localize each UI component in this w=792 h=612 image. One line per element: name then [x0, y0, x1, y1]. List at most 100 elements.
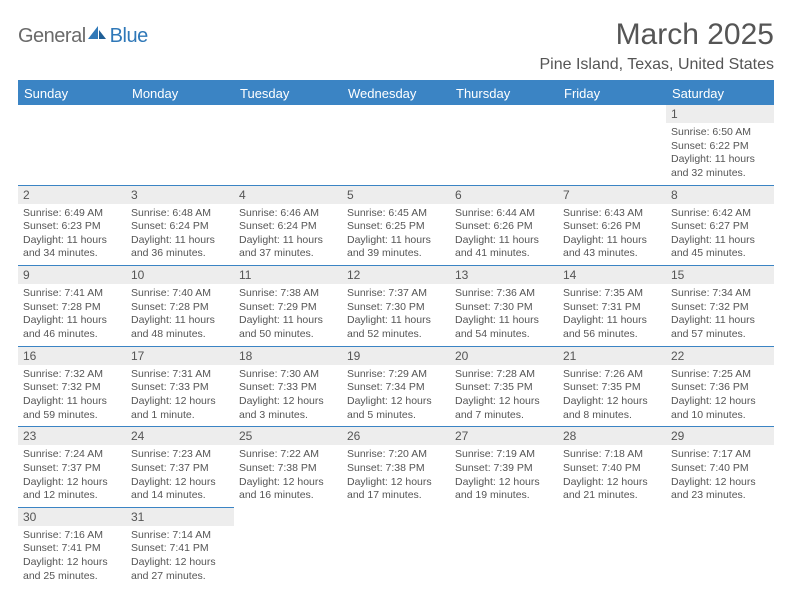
daylight-line: Daylight: 11 hours and 43 minutes. — [563, 234, 661, 261]
sunset-line: Sunset: 7:29 PM — [239, 301, 337, 315]
sunrise-line: Sunrise: 7:38 AM — [239, 287, 337, 301]
logo-text-blue: Blue — [110, 25, 148, 48]
dayname-fri: Friday — [558, 82, 666, 105]
sunset-line: Sunset: 6:27 PM — [671, 220, 769, 234]
day-body: Sunrise: 7:17 AMSunset: 7:40 PMDaylight:… — [666, 445, 774, 507]
logo-text-general: General — [18, 25, 86, 48]
calendar-cell — [342, 105, 450, 185]
sunrise-line: Sunrise: 7:20 AM — [347, 448, 445, 462]
calendar-cell: 31Sunrise: 7:14 AMSunset: 7:41 PMDayligh… — [126, 507, 234, 587]
calendar-cell: 21Sunrise: 7:26 AMSunset: 7:35 PMDayligh… — [558, 346, 666, 427]
sunrise-line: Sunrise: 6:50 AM — [671, 126, 769, 140]
day-number: 15 — [666, 266, 774, 284]
day-number: 9 — [18, 266, 126, 284]
day-body: Sunrise: 6:48 AMSunset: 6:24 PMDaylight:… — [126, 204, 234, 266]
dayname-thu: Thursday — [450, 82, 558, 105]
day-body: Sunrise: 6:44 AMSunset: 6:26 PMDaylight:… — [450, 204, 558, 266]
sunset-line: Sunset: 6:23 PM — [23, 220, 121, 234]
sunrise-line: Sunrise: 7:31 AM — [131, 368, 229, 382]
sunset-line: Sunset: 6:26 PM — [455, 220, 553, 234]
daylight-line: Daylight: 12 hours and 17 minutes. — [347, 476, 445, 503]
calendar-cell — [126, 105, 234, 185]
day-body: Sunrise: 7:24 AMSunset: 7:37 PMDaylight:… — [18, 445, 126, 507]
sunrise-line: Sunrise: 7:32 AM — [23, 368, 121, 382]
calendar-cell: 11Sunrise: 7:38 AMSunset: 7:29 PMDayligh… — [234, 266, 342, 347]
calendar-cell: 12Sunrise: 7:37 AMSunset: 7:30 PMDayligh… — [342, 266, 450, 347]
day-body: Sunrise: 6:49 AMSunset: 6:23 PMDaylight:… — [18, 204, 126, 266]
calendar-cell: 22Sunrise: 7:25 AMSunset: 7:36 PMDayligh… — [666, 346, 774, 427]
daylight-line: Daylight: 12 hours and 19 minutes. — [455, 476, 553, 503]
sunrise-line: Sunrise: 7:34 AM — [671, 287, 769, 301]
daylight-line: Daylight: 11 hours and 56 minutes. — [563, 314, 661, 341]
sunset-line: Sunset: 7:37 PM — [131, 462, 229, 476]
calendar-cell: 4Sunrise: 6:46 AMSunset: 6:24 PMDaylight… — [234, 185, 342, 266]
sail-icon — [86, 24, 108, 47]
calendar-cell: 6Sunrise: 6:44 AMSunset: 6:26 PMDaylight… — [450, 185, 558, 266]
calendar-cell: 15Sunrise: 7:34 AMSunset: 7:32 PMDayligh… — [666, 266, 774, 347]
day-body: Sunrise: 6:43 AMSunset: 6:26 PMDaylight:… — [558, 204, 666, 266]
daylight-line: Daylight: 11 hours and 36 minutes. — [131, 234, 229, 261]
calendar-cell — [234, 507, 342, 587]
daylight-line: Daylight: 12 hours and 5 minutes. — [347, 395, 445, 422]
calendar-cell: 29Sunrise: 7:17 AMSunset: 7:40 PMDayligh… — [666, 427, 774, 508]
calendar-row: 9Sunrise: 7:41 AMSunset: 7:28 PMDaylight… — [18, 266, 774, 347]
day-body: Sunrise: 7:32 AMSunset: 7:32 PMDaylight:… — [18, 365, 126, 427]
daylight-line: Daylight: 11 hours and 45 minutes. — [671, 234, 769, 261]
day-number: 7 — [558, 186, 666, 204]
calendar-cell — [450, 105, 558, 185]
calendar-cell: 30Sunrise: 7:16 AMSunset: 7:41 PMDayligh… — [18, 507, 126, 587]
day-number: 10 — [126, 266, 234, 284]
day-body: Sunrise: 7:36 AMSunset: 7:30 PMDaylight:… — [450, 284, 558, 346]
daylight-line: Daylight: 12 hours and 27 minutes. — [131, 556, 229, 583]
day-body: Sunrise: 7:18 AMSunset: 7:40 PMDaylight:… — [558, 445, 666, 507]
day-number: 26 — [342, 427, 450, 445]
calendar-cell: 24Sunrise: 7:23 AMSunset: 7:37 PMDayligh… — [126, 427, 234, 508]
calendar-row: 23Sunrise: 7:24 AMSunset: 7:37 PMDayligh… — [18, 427, 774, 508]
sunset-line: Sunset: 7:38 PM — [347, 462, 445, 476]
sunset-line: Sunset: 7:41 PM — [23, 542, 121, 556]
sunset-line: Sunset: 7:38 PM — [239, 462, 337, 476]
calendar-cell: 14Sunrise: 7:35 AMSunset: 7:31 PMDayligh… — [558, 266, 666, 347]
sunrise-line: Sunrise: 7:26 AM — [563, 368, 661, 382]
sunrise-line: Sunrise: 7:18 AM — [563, 448, 661, 462]
day-number: 23 — [18, 427, 126, 445]
header: General Blue March 2025 Pine Island, Tex… — [18, 18, 774, 74]
calendar-cell: 3Sunrise: 6:48 AMSunset: 6:24 PMDaylight… — [126, 185, 234, 266]
day-body: Sunrise: 7:16 AMSunset: 7:41 PMDaylight:… — [18, 526, 126, 588]
sunset-line: Sunset: 7:28 PM — [131, 301, 229, 315]
sunset-line: Sunset: 7:40 PM — [563, 462, 661, 476]
sunset-line: Sunset: 7:35 PM — [455, 381, 553, 395]
sunrise-line: Sunrise: 7:16 AM — [23, 529, 121, 543]
daylight-line: Daylight: 12 hours and 14 minutes. — [131, 476, 229, 503]
day-body: Sunrise: 7:34 AMSunset: 7:32 PMDaylight:… — [666, 284, 774, 346]
day-body: Sunrise: 7:23 AMSunset: 7:37 PMDaylight:… — [126, 445, 234, 507]
calendar-cell: 1Sunrise: 6:50 AMSunset: 6:22 PMDaylight… — [666, 105, 774, 185]
day-body: Sunrise: 6:46 AMSunset: 6:24 PMDaylight:… — [234, 204, 342, 266]
calendar-cell — [558, 507, 666, 587]
day-number: 28 — [558, 427, 666, 445]
sunset-line: Sunset: 6:22 PM — [671, 140, 769, 154]
calendar-cell: 25Sunrise: 7:22 AMSunset: 7:38 PMDayligh… — [234, 427, 342, 508]
day-body: Sunrise: 7:25 AMSunset: 7:36 PMDaylight:… — [666, 365, 774, 427]
daylight-line: Daylight: 12 hours and 1 minute. — [131, 395, 229, 422]
day-number: 18 — [234, 347, 342, 365]
day-body: Sunrise: 7:20 AMSunset: 7:38 PMDaylight:… — [342, 445, 450, 507]
daylight-line: Daylight: 11 hours and 57 minutes. — [671, 314, 769, 341]
daylight-line: Daylight: 12 hours and 12 minutes. — [23, 476, 121, 503]
sunset-line: Sunset: 7:35 PM — [563, 381, 661, 395]
dayname-wed: Wednesday — [342, 82, 450, 105]
day-body: Sunrise: 7:22 AMSunset: 7:38 PMDaylight:… — [234, 445, 342, 507]
sunrise-line: Sunrise: 7:30 AM — [239, 368, 337, 382]
day-number: 30 — [18, 508, 126, 526]
day-number: 16 — [18, 347, 126, 365]
day-body: Sunrise: 7:40 AMSunset: 7:28 PMDaylight:… — [126, 284, 234, 346]
sunrise-line: Sunrise: 6:43 AM — [563, 207, 661, 221]
sunrise-line: Sunrise: 7:22 AM — [239, 448, 337, 462]
day-body: Sunrise: 7:19 AMSunset: 7:39 PMDaylight:… — [450, 445, 558, 507]
calendar-cell: 16Sunrise: 7:32 AMSunset: 7:32 PMDayligh… — [18, 346, 126, 427]
day-body: Sunrise: 6:50 AMSunset: 6:22 PMDaylight:… — [666, 123, 774, 185]
sunrise-line: Sunrise: 7:14 AM — [131, 529, 229, 543]
sunset-line: Sunset: 6:24 PM — [131, 220, 229, 234]
calendar-cell: 20Sunrise: 7:28 AMSunset: 7:35 PMDayligh… — [450, 346, 558, 427]
sunset-line: Sunset: 7:28 PM — [23, 301, 121, 315]
